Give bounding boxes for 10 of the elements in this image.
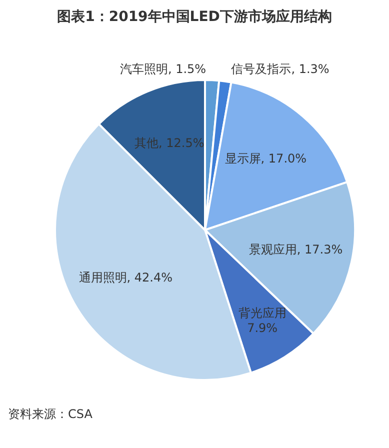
slice-label: 汽车照明, 1.5%: [120, 62, 206, 76]
slice-label: 信号及指示, 1.3%: [231, 62, 330, 76]
text: 资料来源：CSA: [8, 406, 92, 423]
data-label: 7.9%: [247, 321, 278, 336]
chart-title: 图表1：2019年中国LED下游市场应用结构: [56, 8, 333, 26]
slice-label: 通用照明, 42.4%: [78, 270, 173, 285]
slice-label: 景观应用, 17.3%: [248, 242, 343, 256]
slice-label: 背光应用: [238, 306, 286, 320]
slice-label: 显示屏, 17.0%: [224, 152, 307, 166]
slice-label: 其他, 12.5%: [134, 136, 204, 150]
